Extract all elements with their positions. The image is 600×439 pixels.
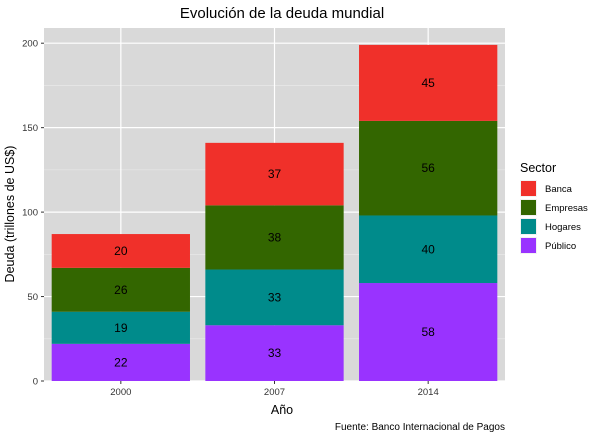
legend-title: Sector (520, 161, 556, 175)
legend-label-banca: Banca (545, 184, 573, 195)
bar-banca-2000 (51, 234, 190, 268)
chart-title: Evolución de la deuda mundial (180, 5, 384, 22)
legend-swatch-publico (521, 238, 536, 253)
data-label-empresas-2007: 38 (268, 230, 282, 244)
y-tick-label: 100 (22, 208, 38, 219)
data-label-publico-2014: 58 (421, 325, 435, 339)
bar-publico-2000 (51, 343, 190, 381)
x-tick-label: 2000 (110, 387, 131, 398)
bar-banca-2014 (359, 44, 498, 121)
legend-swatch-empresas (521, 200, 536, 215)
data-label-publico-2000: 22 (114, 355, 128, 369)
data-label-publico-2007: 33 (268, 346, 282, 360)
bar-publico-2014 (359, 283, 498, 381)
bar-banca-2007 (205, 142, 344, 206)
y-tick-label: 150 (22, 123, 38, 134)
data-label-banca-2000: 20 (114, 244, 128, 258)
bar-empresas-2014 (359, 120, 498, 216)
y-tick-label: 0 (33, 377, 38, 388)
legend-label-hogares: Hogares (545, 222, 581, 233)
legend-swatch-banca (521, 181, 536, 196)
bar-hogares-2000 (51, 311, 190, 344)
legend-label-empresas: Empresas (545, 203, 588, 214)
legend: Sector Banca Empresas Hogares Público (520, 161, 588, 254)
data-label-empresas-2000: 26 (114, 283, 128, 297)
x-axis: 2000 2007 2014 (110, 381, 439, 398)
data-label-hogares-2000: 19 (114, 321, 128, 335)
data-label-hogares-2007: 33 (268, 290, 282, 304)
y-tick-label: 50 (27, 292, 38, 303)
x-axis-title: Año (271, 403, 293, 417)
bars (51, 44, 498, 381)
bar-publico-2007 (205, 325, 344, 381)
legend-swatch-hogares (521, 219, 536, 234)
y-axis-title: Deuda (trillones de US$) (3, 146, 17, 283)
data-label-banca-2007: 37 (268, 167, 282, 181)
x-tick-label: 2014 (418, 387, 439, 398)
bar-hogares-2007 (205, 269, 344, 326)
legend-label-publico: Público (545, 241, 576, 252)
bar-empresas-2007 (205, 205, 344, 270)
y-tick-label: 200 (22, 39, 38, 50)
data-label-empresas-2014: 56 (421, 161, 435, 175)
caption-source: Fuente: Banco Internacional de Pagos (335, 422, 505, 433)
bar-hogares-2014 (359, 215, 498, 284)
data-labels: 22 19 26 20 33 33 38 37 58 40 56 45 (114, 76, 435, 370)
y-axis: 0 50 100 150 200 (22, 39, 44, 388)
data-label-banca-2014: 45 (421, 76, 435, 90)
bar-empresas-2000 (51, 267, 190, 312)
data-label-hogares-2014: 40 (421, 242, 435, 256)
x-tick-label: 2007 (264, 387, 285, 398)
